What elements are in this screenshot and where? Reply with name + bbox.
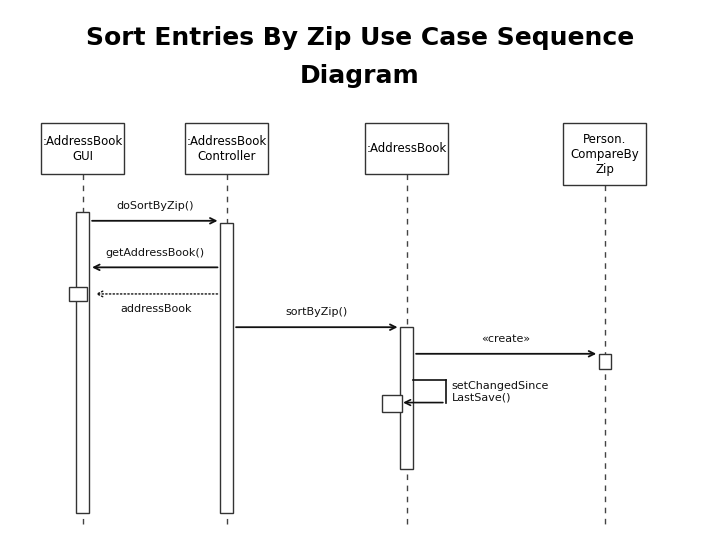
Text: sortByZip(): sortByZip() xyxy=(286,307,348,318)
Bar xyxy=(563,123,647,185)
Bar xyxy=(365,123,448,174)
Bar xyxy=(382,395,402,413)
Text: :AddressBook
Controller: :AddressBook Controller xyxy=(186,135,267,163)
Text: :AddressBook: :AddressBook xyxy=(366,142,447,156)
Text: «create»: «create» xyxy=(482,334,531,344)
Text: setChangedSince
LastSave(): setChangedSince LastSave() xyxy=(451,381,549,402)
Bar xyxy=(599,354,611,369)
Bar xyxy=(220,223,233,514)
Text: Person.
CompareBy
Zip: Person. CompareBy Zip xyxy=(570,133,639,176)
Bar xyxy=(76,212,89,514)
Text: Diagram: Diagram xyxy=(300,64,420,87)
Bar xyxy=(186,123,268,174)
Text: :AddressBook
GUI: :AddressBook GUI xyxy=(42,135,123,163)
Text: Sort Entries By Zip Use Case Sequence: Sort Entries By Zip Use Case Sequence xyxy=(86,26,634,50)
Text: getAddressBook(): getAddressBook() xyxy=(105,248,204,258)
Text: doSortByZip(): doSortByZip() xyxy=(116,201,194,211)
Bar xyxy=(400,327,413,469)
Bar xyxy=(69,287,87,301)
Bar xyxy=(42,123,125,174)
Text: addressBook: addressBook xyxy=(121,303,192,314)
